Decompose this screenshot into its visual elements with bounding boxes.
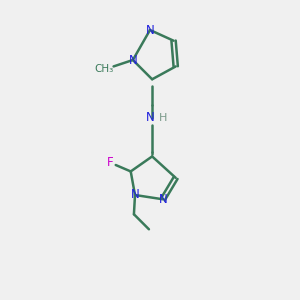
Text: F: F [107, 156, 114, 170]
Text: H: H [159, 113, 167, 123]
Text: N: N [146, 23, 154, 37]
Text: N: N [128, 53, 137, 67]
Text: N: N [130, 188, 140, 202]
Text: N: N [146, 111, 154, 124]
Text: N: N [158, 193, 167, 206]
Text: CH₃: CH₃ [94, 64, 114, 74]
